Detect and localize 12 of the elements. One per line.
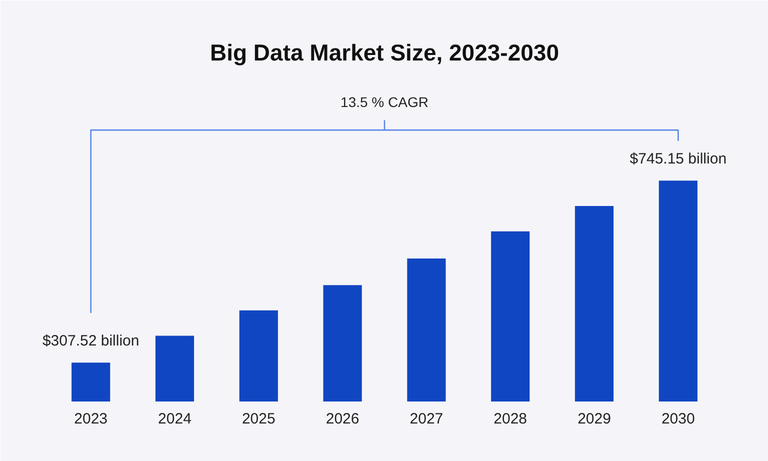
data-label: $745.15 billion bbox=[630, 150, 727, 168]
data-label: $307.52 billion bbox=[42, 332, 140, 350]
x-tick-label: 2024 bbox=[158, 410, 192, 428]
x-tick-label: 2030 bbox=[661, 410, 695, 428]
x-tick-label: 2029 bbox=[578, 410, 611, 428]
x-tick-label: 2027 bbox=[410, 410, 444, 428]
x-tick-label: 2023 bbox=[74, 410, 108, 428]
x-tick-label: 2026 bbox=[326, 410, 360, 428]
x-tick-label: 2028 bbox=[494, 410, 528, 428]
x-tick-label: 2025 bbox=[242, 410, 276, 428]
chart-title: Big Data Market Size, 2023-2030 bbox=[210, 40, 560, 66]
annotation: 13.5 % CAGR bbox=[340, 94, 428, 110]
